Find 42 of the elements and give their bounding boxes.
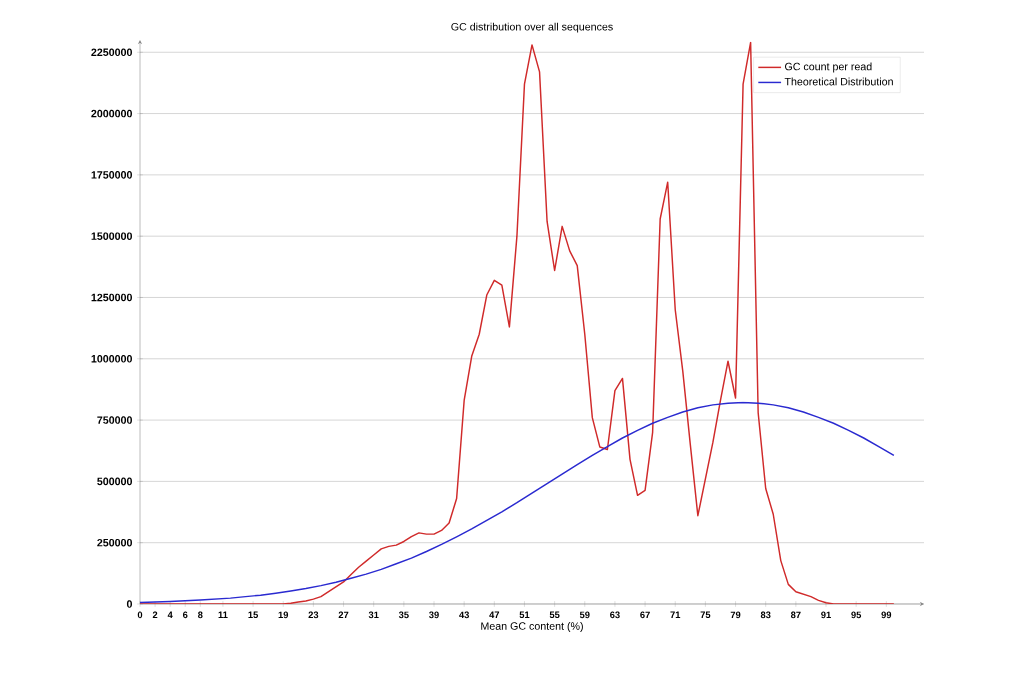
x-tick-label: 87	[790, 611, 801, 619]
y-tick-label: 750000	[97, 416, 133, 424]
x-tick-label: 79	[730, 611, 741, 619]
x-tick-label: 19	[278, 611, 289, 619]
y-tick-label: 0	[126, 600, 133, 608]
x-tick-label: 43	[459, 611, 470, 619]
x-tick-label: 39	[429, 611, 439, 619]
x-tick-label: 31	[368, 611, 379, 619]
y-tick-label: 2000000	[91, 109, 132, 118]
y-tick-label: 1750000	[91, 171, 132, 179]
y-tick-label: 1250000	[91, 293, 132, 302]
y-tick-label: 500000	[97, 477, 133, 486]
x-tick-label: 27	[338, 611, 349, 619]
x-tick-label: 63	[610, 611, 620, 619]
x-tick-label: 51	[519, 611, 530, 619]
y-tick-label: 1500000	[91, 232, 132, 240]
x-tick-label: 59	[579, 611, 590, 619]
y-tick-label: 2250000	[91, 48, 132, 57]
x-tick-label: 67	[640, 611, 650, 619]
x-axis-title: Mean GC content (%)	[481, 621, 583, 632]
x-tick-label: 8	[198, 611, 203, 619]
x-tick-label: 91	[821, 611, 831, 619]
x-tick-label: 6	[182, 611, 188, 619]
x-tick-label: 15	[248, 611, 259, 619]
x-tick-label: 55	[549, 611, 560, 619]
chart-title: GC distribution over all sequences	[451, 22, 613, 33]
legend-label: Theoretical Distribution	[784, 77, 893, 86]
x-tick-label: 4	[167, 611, 173, 618]
legend-label: GC count per read	[785, 62, 872, 73]
y-tick-label: 1000000	[91, 355, 132, 363]
x-tick-label: 83	[760, 611, 771, 619]
x-tick-label: 95	[851, 611, 862, 619]
x-tick-label: 99	[881, 611, 892, 619]
x-tick-label: 75	[700, 611, 711, 619]
y-tick-label: 250000	[97, 538, 133, 547]
x-tick-label: 0	[137, 611, 143, 619]
x-tick-label: 23	[308, 611, 319, 619]
x-tick-label: 2	[152, 611, 158, 619]
x-tick-label: 47	[489, 611, 500, 618]
x-tick-label: 35	[398, 611, 409, 619]
x-tick-label: 71	[670, 611, 681, 618]
x-tick-label: 11	[218, 611, 228, 618]
